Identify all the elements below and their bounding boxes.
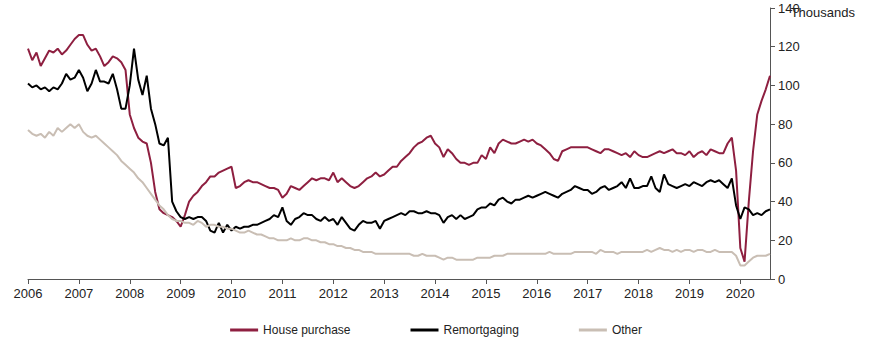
svg-text:Remortgaging: Remortgaging xyxy=(444,323,519,337)
svg-text:2017: 2017 xyxy=(573,286,602,301)
svg-text:2020: 2020 xyxy=(726,286,755,301)
svg-text:100: 100 xyxy=(778,78,800,93)
svg-text:2012: 2012 xyxy=(319,286,348,301)
svg-text:Other: Other xyxy=(612,323,642,337)
svg-text:2007: 2007 xyxy=(64,286,93,301)
svg-text:2011: 2011 xyxy=(268,286,296,301)
svg-text:120: 120 xyxy=(778,39,800,54)
svg-text:2008: 2008 xyxy=(115,286,144,301)
svg-text:2016: 2016 xyxy=(522,286,551,301)
svg-text:40: 40 xyxy=(778,194,792,209)
svg-text:0: 0 xyxy=(778,272,785,287)
svg-text:2019: 2019 xyxy=(675,286,704,301)
svg-text:2010: 2010 xyxy=(217,286,246,301)
svg-text:House purchase: House purchase xyxy=(263,323,351,337)
svg-text:2014: 2014 xyxy=(421,286,450,301)
svg-text:Thousands: Thousands xyxy=(791,5,856,20)
svg-text:60: 60 xyxy=(778,155,792,170)
svg-text:2018: 2018 xyxy=(624,286,653,301)
svg-text:2013: 2013 xyxy=(370,286,399,301)
svg-text:2006: 2006 xyxy=(14,286,43,301)
svg-text:20: 20 xyxy=(778,233,792,248)
svg-text:2015: 2015 xyxy=(471,286,500,301)
svg-text:80: 80 xyxy=(778,117,792,132)
svg-text:140: 140 xyxy=(778,0,800,16)
svg-text:2009: 2009 xyxy=(166,286,195,301)
